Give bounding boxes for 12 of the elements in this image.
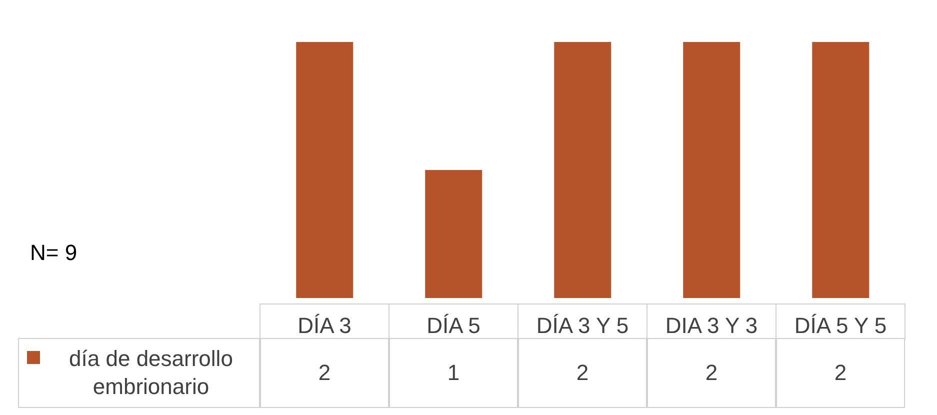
data-label: 1 bbox=[389, 338, 518, 408]
x-tick-label: DÍA 3 bbox=[298, 313, 352, 338]
legend-label: día de desarrollo embrionario bbox=[68, 345, 234, 401]
text: N= 9 bbox=[30, 240, 78, 266]
x-tick-label: DÍA 5 bbox=[426, 313, 480, 338]
x-tick-label: DÍA 5 Y 5 bbox=[794, 313, 887, 338]
data-label: 2 bbox=[518, 338, 647, 408]
x-tick-label: DÍA 3 Y 5 bbox=[536, 313, 629, 338]
data-label: 2 bbox=[647, 338, 776, 408]
data-label: 2 bbox=[260, 338, 389, 408]
data-label: 2 bbox=[776, 338, 905, 408]
x-tick-label: DIA 3 Y 3 bbox=[665, 313, 758, 338]
